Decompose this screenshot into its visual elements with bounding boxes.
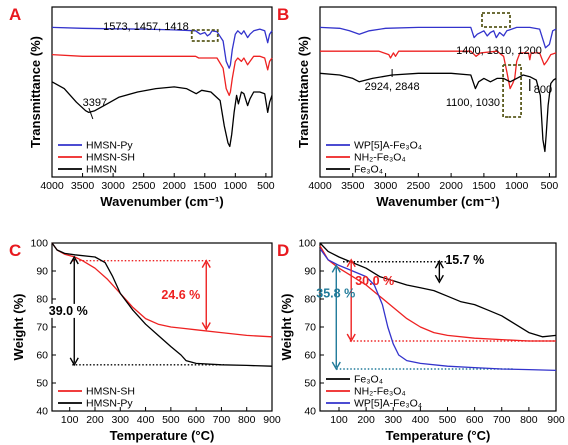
x-tick-label: 2000 xyxy=(439,180,463,192)
annotation: 1573, 1457, 1418 xyxy=(103,21,189,33)
y-axis-label: Weight (%) xyxy=(11,294,26,361)
x-axis-label: Temperature (°C) xyxy=(386,428,491,443)
y-tick-label: 70 xyxy=(304,322,316,334)
series-line xyxy=(320,249,556,371)
x-tick-label: 200 xyxy=(86,414,104,426)
x-tick-label: 4000 xyxy=(40,180,64,192)
x-tick-label: 1500 xyxy=(472,180,496,192)
x-tick-label: 3500 xyxy=(341,180,365,192)
annotation: 1400, 1310, 1200 xyxy=(456,45,542,57)
panel-d: 100 200 300 400 500 600 700 800 900 40 50 60 70 80 90 1… xyxy=(277,238,565,444)
highlight-box xyxy=(482,13,510,27)
x-tick-label: 100 xyxy=(330,414,348,426)
annotation: 2924, 2848 xyxy=(365,81,420,93)
y-tick-label: 40 xyxy=(36,406,48,418)
panel-letter: B xyxy=(277,5,289,24)
x-axis-label: Wavenumber (cm⁻¹) xyxy=(100,194,223,209)
x-tick-label: 3000 xyxy=(374,180,398,192)
legend-entry: Fe₃O₄ xyxy=(354,164,383,176)
y-tick-label: 80 xyxy=(36,294,48,306)
series-line xyxy=(52,55,272,96)
panel-a: 4000 3500 3000 2500 2000 1500 1000 500 Wavenumbe… xyxy=(9,5,275,209)
weight-loss-label: 35.8 % xyxy=(316,286,355,300)
legend-entry: HMSN-Py xyxy=(86,140,133,152)
y-tick-label: 70 xyxy=(36,322,48,334)
x-tick-label: 300 xyxy=(112,414,130,426)
x-tick-label: 600 xyxy=(187,414,205,426)
x-tick-label: 800 xyxy=(238,414,256,426)
y-axis-label: Transmittance (%) xyxy=(296,36,311,148)
annotation: 800 xyxy=(534,84,552,96)
y-tick-label: 90 xyxy=(36,266,48,278)
x-tick-label: 900 xyxy=(547,414,565,426)
x-tick-label: 4000 xyxy=(308,180,332,192)
x-tick-label: 600 xyxy=(466,414,484,426)
panel-b: 4000 3500 3000 2500 2000 1500 1000 500 Wavenumbe… xyxy=(277,5,558,209)
x-tick-label: 500 xyxy=(257,180,275,192)
x-tick-label: 1500 xyxy=(193,180,217,192)
y-tick-label: 50 xyxy=(304,378,316,390)
annotation-pointer xyxy=(89,108,93,119)
series-line xyxy=(320,243,556,337)
y-tick-label: 50 xyxy=(36,378,48,390)
x-tick-label: 2500 xyxy=(407,180,431,192)
panel-letter: C xyxy=(9,241,21,260)
legend-entry: HMSN xyxy=(86,164,117,176)
legend-entry: WP[5]A-Fe₃O₄ xyxy=(354,140,422,152)
weight-loss-label: 39.0 % xyxy=(49,304,88,318)
y-tick-label: 80 xyxy=(304,294,316,306)
x-tick-label: 900 xyxy=(263,414,281,426)
weight-loss-label: 15.7 % xyxy=(445,253,484,267)
legend-entry: Fe₃O₄ xyxy=(354,374,383,386)
x-tick-label: 2000 xyxy=(163,180,187,192)
x-tick-label: 100 xyxy=(61,414,79,426)
x-tick-label: 300 xyxy=(384,414,402,426)
x-tick-label: 500 xyxy=(541,180,559,192)
x-tick-label: 400 xyxy=(137,414,155,426)
annotation: 3397 xyxy=(83,97,107,109)
legend-entry: HMSN-SH xyxy=(86,152,135,164)
y-tick-label: 40 xyxy=(304,406,316,418)
legend-entry: WP[5]A-Fe₃O₄ xyxy=(354,398,422,410)
y-tick-label: 60 xyxy=(304,350,316,362)
panel-c: 100 200 300 400 500 600 700 800 900 40 50 60 70 80 90 1… xyxy=(9,238,281,444)
series-line xyxy=(52,82,272,147)
x-tick-label: 3000 xyxy=(101,180,125,192)
x-tick-label: 700 xyxy=(493,414,511,426)
x-tick-label: 3500 xyxy=(71,180,95,192)
y-axis-label: Weight (%) xyxy=(279,294,294,361)
legend-entry: HMSN-Py xyxy=(86,398,133,410)
x-tick-label: 1000 xyxy=(505,180,529,192)
x-tick-label: 500 xyxy=(439,414,457,426)
y-tick-label: 60 xyxy=(36,350,48,362)
panel-c-frame xyxy=(52,243,272,411)
panel-letter: A xyxy=(9,5,21,24)
weight-loss-label: 24.6 % xyxy=(161,288,200,302)
x-tick-label: 2500 xyxy=(132,180,156,192)
y-tick-label: 100 xyxy=(30,238,48,250)
legend-entry: NH₂-Fe₃O₄ xyxy=(354,386,406,398)
weight-loss-label: 30.0 % xyxy=(355,274,394,288)
x-axis-label: Wavenumber (cm⁻¹) xyxy=(376,194,499,209)
y-tick-label: 90 xyxy=(304,266,316,278)
annotation: 1100, 1030 xyxy=(446,97,500,109)
x-tick-label: 200 xyxy=(357,414,375,426)
x-tick-label: 700 xyxy=(213,414,231,426)
legend-entry: NH₂-Fe₃O₄ xyxy=(354,152,406,164)
panel-letter: D xyxy=(277,241,289,260)
y-tick-label: 100 xyxy=(298,238,316,250)
x-tick-label: 400 xyxy=(412,414,430,426)
series-line xyxy=(52,27,272,68)
x-tick-label: 800 xyxy=(520,414,538,426)
x-axis-label: Temperature (°C) xyxy=(110,428,215,443)
highlight-box xyxy=(503,65,521,117)
x-tick-label: 1000 xyxy=(224,180,248,192)
y-axis-label: Transmittance (%) xyxy=(28,36,43,148)
x-tick-label: 500 xyxy=(162,414,180,426)
legend-entry: HMSN-SH xyxy=(86,386,135,398)
